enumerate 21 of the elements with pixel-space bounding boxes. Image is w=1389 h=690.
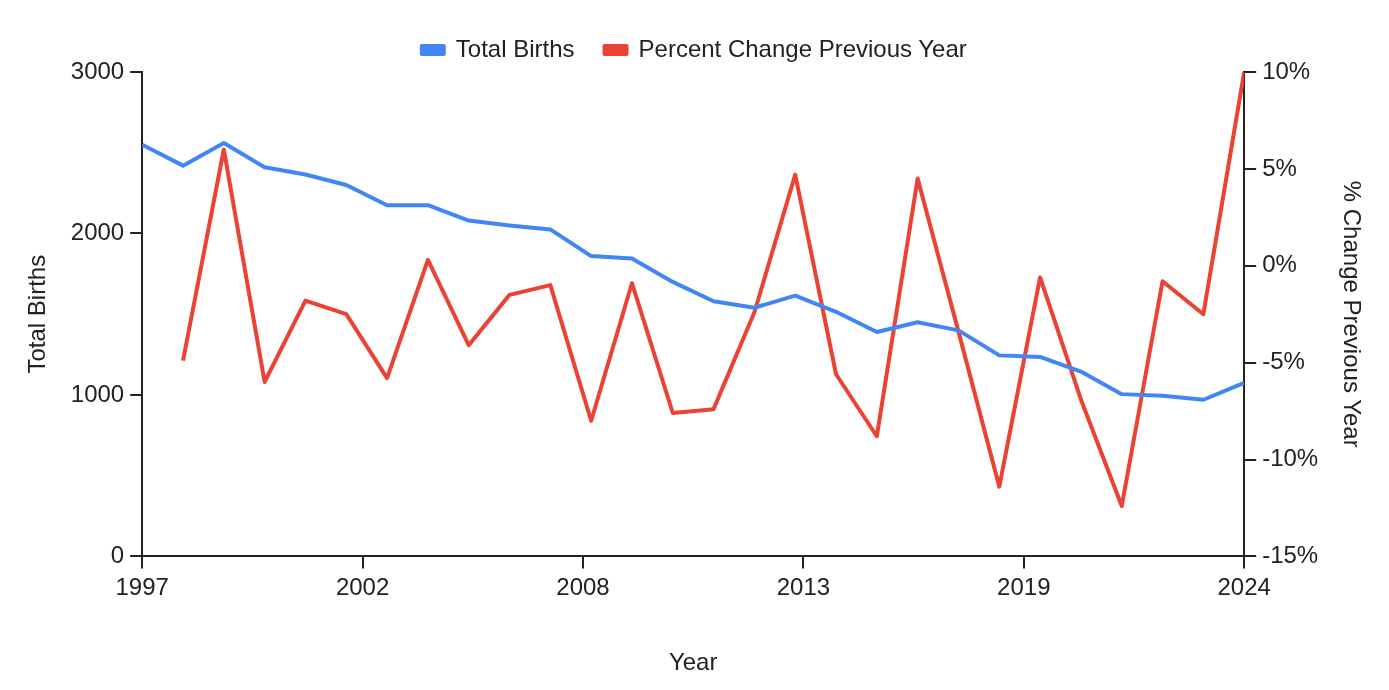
y-tick-label: 3000: [70, 56, 125, 84]
y2-tick-label: 0%: [1262, 250, 1297, 278]
y2-tick-label: -10%: [1262, 444, 1319, 472]
x-axis-title: Year: [668, 648, 718, 676]
x-tick-label: 2013: [776, 573, 831, 601]
y-tick-label: 1000: [70, 379, 125, 407]
y2-tick-label: 5%: [1262, 153, 1297, 181]
y2-axis-title: % Change Previous Year: [1338, 180, 1366, 448]
y-tick-label: 2000: [70, 218, 125, 246]
legend-label: Percent Change Previous Year: [638, 34, 967, 62]
legend-label: Total Births: [455, 34, 575, 62]
y2-tick-label: 10%: [1262, 56, 1311, 84]
y-axis-title: Total Births: [23, 254, 51, 374]
x-tick-label: 2024: [1217, 573, 1271, 601]
y2-tick-label: -5%: [1262, 347, 1305, 375]
x-tick-label: 2002: [335, 573, 390, 601]
y2-tick-label: -15%: [1262, 541, 1319, 569]
y-tick-label: 0: [110, 541, 125, 569]
x-tick-label: 2019: [997, 573, 1051, 601]
x-tick-label: 2008: [556, 573, 610, 601]
x-tick-label: 1997: [115, 573, 169, 601]
